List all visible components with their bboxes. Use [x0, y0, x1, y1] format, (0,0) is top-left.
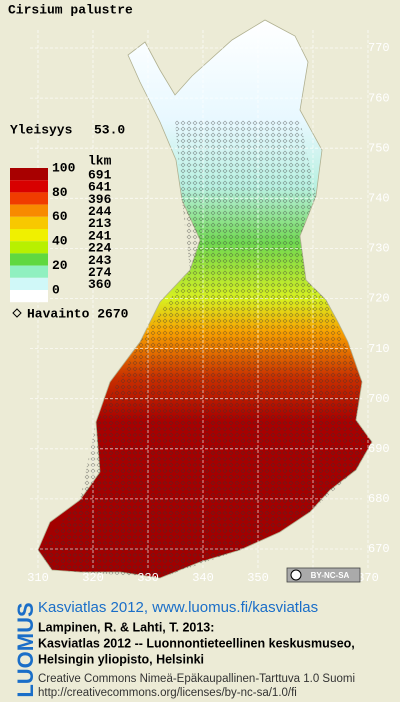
count-label: 691 [88, 167, 112, 182]
legend-swatch [10, 241, 48, 254]
coordinate-grid: 770 760 750 740 730 720 710 700 690 680 670 310 320 3… [27, 30, 390, 585]
brand: LUOMUS [13, 602, 38, 697]
x-grid-label: 370 [357, 571, 379, 585]
citation-line: Helsingin yliopisto, Helsinki [38, 652, 204, 666]
x-grid-label: 340 [192, 571, 214, 585]
frequency-label: Yleisyys [10, 122, 73, 137]
legend-swatch [10, 192, 48, 205]
cc-icon [290, 569, 302, 581]
y-grid-label: 730 [368, 242, 390, 256]
legend-swatch [10, 229, 48, 242]
y-grid-label: 710 [368, 342, 390, 356]
count-label: 241 [88, 228, 112, 243]
legend: Yleisyys 53.0 lkm Havainto 2670 100 80 60 4… [10, 122, 129, 321]
legend-swatch [10, 168, 48, 181]
citation-line: Lampinen, R. & Lahti, T. 2013: [38, 620, 214, 634]
source-link[interactable]: Kasviatlas 2012, www.luomus.fi/kasviatla… [38, 599, 318, 616]
scale-label: 80 [52, 185, 68, 200]
scale-label: 0 [52, 282, 60, 297]
footer: LUOMUS Kasviatlas 2012, www.luomus.fi/ka… [13, 599, 355, 699]
y-grid-label: 680 [368, 492, 390, 506]
legend-swatch [10, 277, 48, 290]
legend-swatch [10, 253, 48, 266]
legend-swatch [10, 180, 48, 193]
count-label: 244 [88, 204, 112, 219]
observation-label: Havainto 2670 [27, 306, 129, 321]
legend-swatch [10, 204, 48, 217]
y-grid-label: 750 [368, 141, 390, 155]
count-label: 213 [88, 216, 112, 231]
legend-swatch [10, 265, 48, 278]
scale-label: 60 [52, 209, 68, 224]
scale-label: 40 [52, 234, 68, 249]
observation-symbol [12, 308, 22, 318]
count-label: 360 [88, 277, 112, 292]
y-grid-label: 770 [368, 41, 390, 55]
y-grid-label: 720 [368, 292, 390, 306]
x-grid-label: 350 [247, 571, 269, 585]
citation-line: Kasviatlas 2012 -- Luonnontieteellinen k… [38, 636, 355, 650]
scale-label: 100 [52, 160, 76, 175]
legend-swatch [10, 216, 48, 229]
y-grid-label: 760 [368, 91, 390, 105]
frequency-value: 53.0 [94, 122, 125, 137]
license-badge: BY-NC-SA [286, 567, 361, 583]
count-label: 243 [88, 253, 112, 268]
count-label: 224 [88, 241, 112, 256]
count-label: 641 [88, 180, 112, 195]
x-grid-label: 320 [82, 571, 104, 585]
badge-text: BY-NC-SA [311, 571, 350, 580]
y-grid-label: 740 [368, 191, 390, 205]
count-label: 396 [88, 192, 112, 207]
y-grid-label: 690 [368, 442, 390, 456]
x-grid-label: 330 [137, 571, 159, 585]
license-line[interactable]: http://creativecommons.org/licenses/by-n… [38, 687, 297, 699]
y-grid-label: 670 [368, 542, 390, 556]
legend-swatch [10, 290, 48, 303]
x-grid-label: 310 [27, 571, 49, 585]
count-label: 274 [88, 265, 112, 280]
scale-label: 20 [52, 258, 68, 273]
map-title: Cirsium palustre [8, 2, 133, 17]
y-grid-label: 700 [368, 392, 390, 406]
badge-box [286, 567, 361, 583]
license-line: Creative Commons Nimeä-Epäkaupallinen-Ta… [38, 673, 355, 685]
count-header: lkm [88, 153, 112, 168]
